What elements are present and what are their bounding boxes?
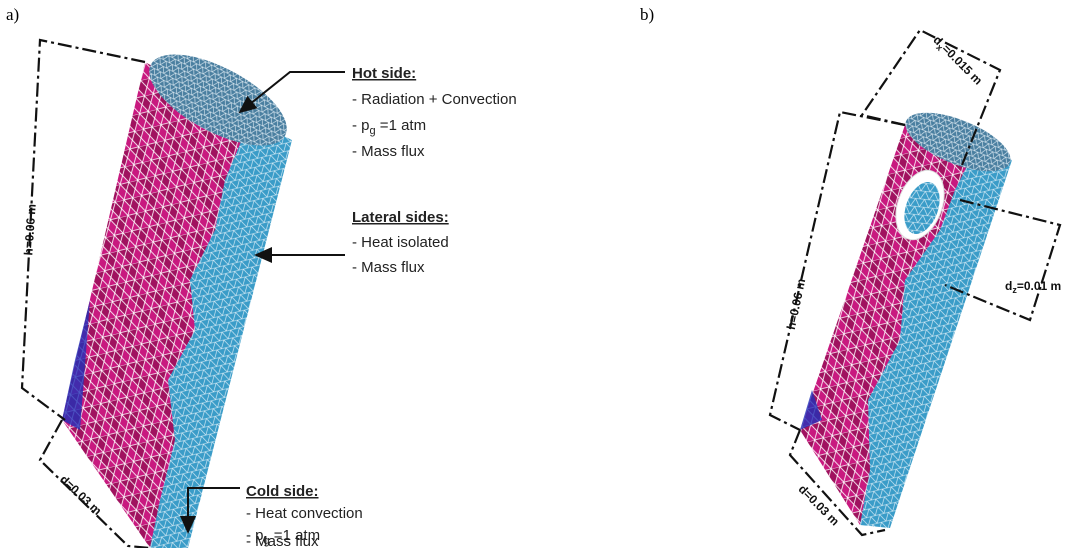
note: - Heat isolated (352, 234, 449, 251)
dimension-label: h=0.06 m (21, 203, 39, 256)
note: - pg =1 atm (352, 117, 426, 137)
heading: Lateral sides: (352, 209, 449, 226)
heading: Hot side: (352, 65, 416, 82)
dimension-label: h=0.06 m (784, 277, 808, 330)
note: - Radiation + Convection (352, 91, 517, 108)
note: - Mass flux (352, 143, 425, 160)
heading: Cold side: (246, 483, 319, 500)
panel-label: b) (640, 5, 654, 24)
page: a) b) h=0.06 m d=0.03 m Hot side: - Radi… (0, 0, 1085, 548)
text: =1 atm (376, 117, 426, 134)
note: - Heat convection (246, 505, 363, 522)
note: - Mass flux (246, 533, 319, 548)
cylinder-a (62, 36, 300, 548)
cylinder-b (800, 101, 1018, 528)
text: - p (352, 117, 370, 134)
dimension-label: d=0.03 m (57, 472, 104, 518)
text: =0.015 m (939, 42, 985, 88)
dimension-label: dz=0.01 m (1005, 279, 1061, 295)
panel-label: a) (6, 5, 19, 24)
note: - Mass flux (352, 259, 425, 276)
dimension-label: dx=0.015 m (929, 33, 985, 89)
text: =0.01 m (1017, 279, 1061, 293)
figure: a) b) h=0.06 m d=0.03 m Hot side: - Radi… (0, 0, 1085, 548)
text: d (1005, 279, 1012, 293)
